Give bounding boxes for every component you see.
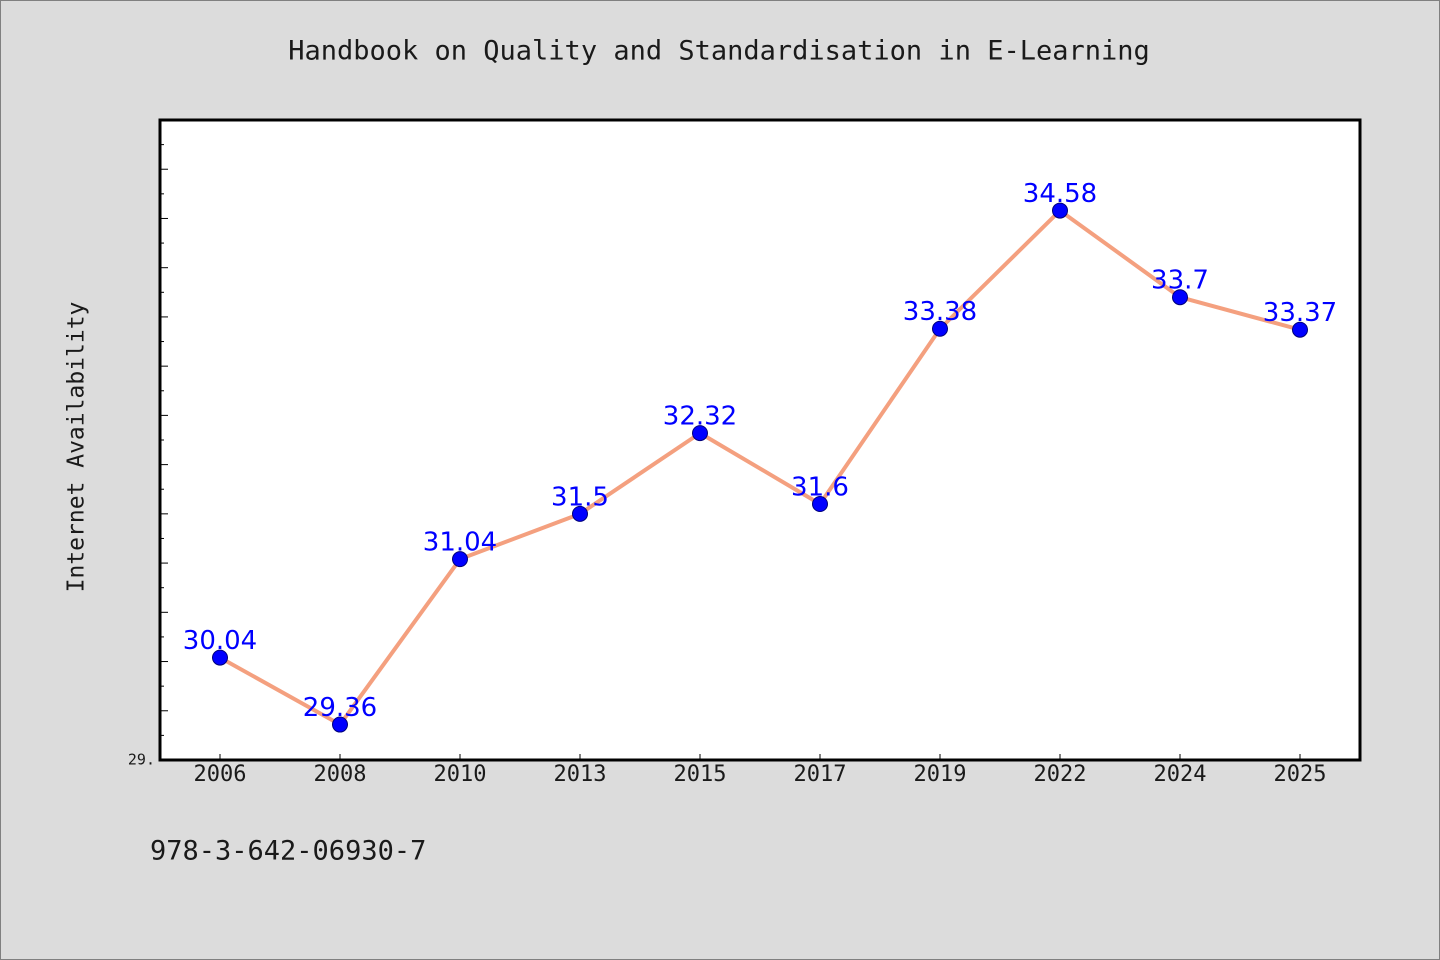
- y-axis-label: Internet Availability: [64, 302, 90, 593]
- data-label-2006: 30.04: [183, 626, 257, 656]
- x-tick-label-2013: 2013: [554, 762, 607, 787]
- data-points: [212, 202, 1308, 733]
- x-tick-label-2008: 2008: [314, 762, 367, 787]
- data-label-2013: 31.5: [551, 482, 609, 512]
- data-point-2017: [812, 496, 828, 512]
- data-point-2008: [332, 716, 348, 733]
- data-label-2019: 33.38: [903, 297, 977, 327]
- x-tick-label-2006: 2006: [194, 762, 247, 787]
- x-tick-label-2015: 2015: [674, 762, 727, 787]
- isbn-text: 978-3-642-06930-7: [150, 836, 426, 867]
- y-tick-label: 29.: [128, 751, 155, 769]
- data-label-2024: 33.7: [1151, 266, 1209, 296]
- data-point-2006: [212, 649, 228, 666]
- x-tick-label-2024: 2024: [1154, 762, 1207, 787]
- data-label-2022: 34.58: [1023, 179, 1097, 209]
- data-label-2025: 33.37: [1263, 298, 1337, 328]
- data-point-2013: [572, 505, 588, 522]
- x-tick-labels: 2006 2008 2010 2013 2015 2017 2019 2022 2024 2025: [194, 762, 1327, 787]
- x-tick-label-2025: 2025: [1274, 762, 1327, 787]
- series-line: [218, 208, 1302, 727]
- data-point-2025: [1292, 321, 1308, 338]
- chart-title: Handbook on Quality and Standardisation …: [288, 36, 1150, 67]
- x-tick-label-2010: 2010: [434, 762, 487, 787]
- x-tick-label-2017: 2017: [794, 762, 847, 787]
- data-label-2017: 31.6: [791, 473, 849, 503]
- data-point-2010: [452, 551, 468, 568]
- data-label-2010: 31.04: [423, 528, 497, 558]
- x-tick-label-2019: 2019: [914, 762, 967, 787]
- x-tick-label-2022: 2022: [1034, 762, 1087, 787]
- y-tick-labels: 29.: [128, 751, 155, 769]
- plot-border: [158, 118, 1362, 762]
- plot-area: [160, 120, 1360, 760]
- data-point-2019: [932, 320, 948, 337]
- data-label-2008: 29.36: [303, 693, 377, 723]
- data-label-2015: 32.32: [663, 402, 737, 432]
- data-point-2022: [1052, 202, 1068, 219]
- data-point-2024: [1172, 289, 1188, 306]
- data-point-2015: [692, 425, 708, 442]
- data-labels: 30.04 29.36 31.04 31.5 32.32 31.6 33.38 34.58 33…: [183, 179, 1337, 723]
